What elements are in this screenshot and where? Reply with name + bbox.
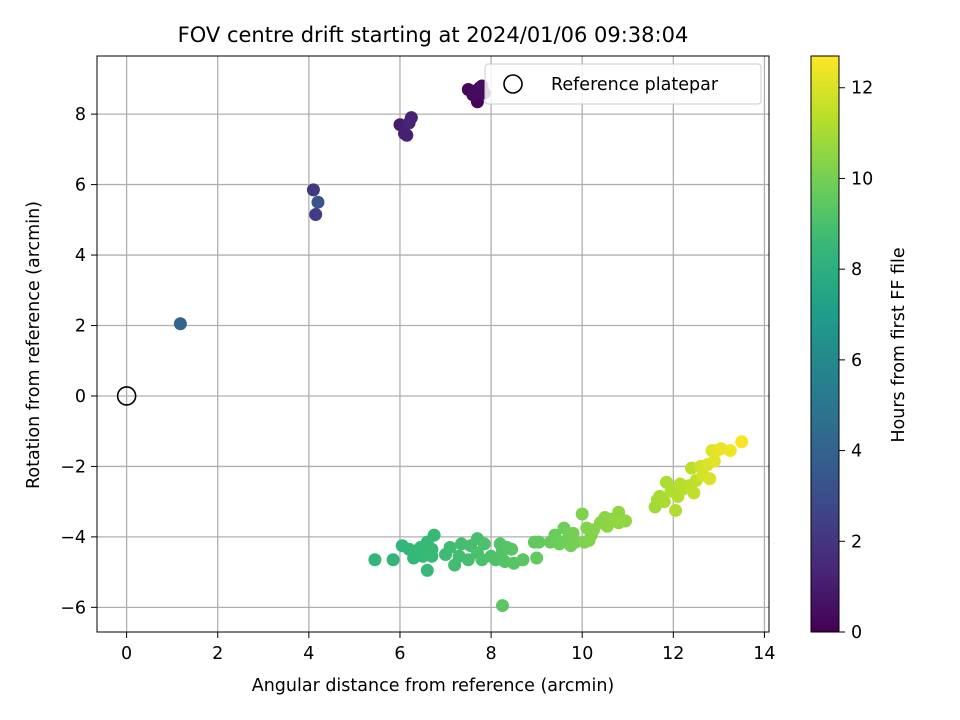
data-point (386, 553, 400, 567)
legend: Reference platepar (484, 63, 762, 105)
colorbar-tick-label: 6 (851, 351, 862, 371)
x-tick-label: 14 (753, 644, 775, 664)
x-axis-label: Angular distance from reference (arcmin) (252, 676, 615, 696)
data-point (461, 553, 475, 567)
data-point (402, 116, 416, 130)
colorbar-tick-label: 12 (851, 79, 873, 99)
data-point (703, 472, 717, 486)
x-tick-label: 4 (303, 644, 314, 664)
y-tick-label: −4 (60, 528, 86, 548)
colorbar-label: Hours from first FF file (889, 247, 909, 442)
chart-title: FOV centre drift starting at 2024/01/06 … (178, 23, 689, 47)
y-tick-label: 4 (75, 246, 86, 266)
plot-frame (96, 55, 770, 633)
colorbar: 0 2 4 6 8 10 12 Hours from first FF file (810, 55, 909, 643)
colorbar-tick-label: 4 (851, 442, 862, 462)
data-point (618, 514, 632, 528)
data-point (575, 507, 589, 521)
data-point (443, 540, 457, 554)
x-tick-label: 0 (121, 644, 132, 664)
y-tick-label: 0 (75, 387, 86, 407)
colorbar-tick-label: 2 (851, 532, 862, 552)
data-point (420, 563, 434, 577)
data-point (669, 503, 683, 517)
x-tick-label: 6 (394, 644, 405, 664)
x-axis: 0 2 4 6 8 10 12 14 (121, 632, 776, 664)
data-point (368, 553, 382, 567)
colorbar-gradient (810, 55, 840, 633)
y-axis-label: Rotation from reference (arcmin) (24, 201, 44, 489)
data-point (309, 208, 323, 222)
y-axis: −6 −4 −2 0 2 4 6 8 (60, 105, 97, 618)
data-point (473, 81, 487, 95)
data-point (530, 551, 544, 565)
data-point (311, 195, 325, 209)
colorbar-ticks: 0 2 4 6 8 10 12 (839, 79, 873, 643)
data-point (306, 183, 320, 197)
data-point (425, 549, 439, 563)
data-point (173, 317, 187, 331)
data-point (723, 444, 737, 458)
y-tick-label: 8 (75, 105, 86, 125)
data-point (495, 599, 509, 613)
data-point (735, 435, 749, 449)
y-tick-label: 6 (75, 176, 86, 196)
y-tick-label: 2 (75, 317, 86, 337)
legend-box (484, 63, 762, 105)
reference-marker (116, 386, 137, 406)
scatter-series (173, 79, 749, 613)
grid (97, 56, 769, 632)
colorbar-tick-label: 10 (851, 169, 873, 189)
legend-marker (503, 74, 523, 94)
data-point (687, 486, 701, 500)
data-point (516, 553, 530, 567)
x-tick-label: 12 (662, 644, 684, 664)
data-point (568, 535, 582, 549)
data-point (427, 528, 441, 542)
data-point (416, 549, 430, 563)
data-point (707, 454, 721, 468)
x-tick-label: 2 (212, 644, 223, 664)
colorbar-tick-label: 8 (851, 260, 862, 280)
legend-entry-reference-platepar: Reference platepar (551, 75, 719, 95)
data-point (612, 505, 626, 519)
data-point (505, 542, 519, 556)
data-point (400, 128, 414, 142)
x-tick-label: 8 (486, 644, 497, 664)
data-point (657, 495, 671, 509)
x-tick-label: 10 (571, 644, 593, 664)
y-tick-label: −6 (60, 598, 86, 618)
y-tick-label: −2 (60, 457, 86, 477)
data-point (532, 535, 546, 549)
data-point (477, 537, 491, 551)
colorbar-tick-label: 0 (851, 623, 862, 643)
